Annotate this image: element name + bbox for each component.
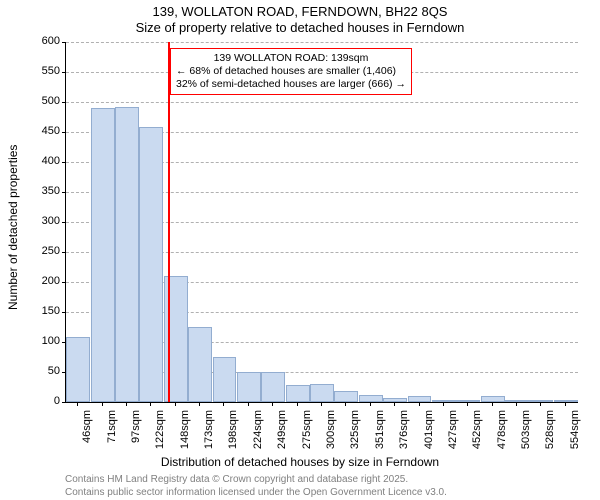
y-tick-mark	[62, 192, 66, 193]
histogram-bar	[432, 400, 456, 402]
x-tick-label: 376sqm	[398, 410, 410, 454]
x-tick-label: 148sqm	[179, 410, 191, 454]
annotation-line: ← 68% of detached houses are smaller (1,…	[176, 65, 406, 78]
chart-title-main: 139, WOLLATON ROAD, FERNDOWN, BH22 8QS	[0, 4, 600, 19]
annotation-line: 32% of semi-detached houses are larger (…	[176, 78, 406, 91]
y-tick-mark	[62, 372, 66, 373]
x-tick-mark	[175, 402, 176, 406]
x-tick-mark	[492, 402, 493, 406]
y-tick-mark	[62, 72, 66, 73]
histogram-bar	[310, 384, 334, 402]
chart-title-sub: Size of property relative to detached ho…	[0, 20, 600, 35]
histogram-bar	[481, 396, 505, 402]
x-tick-label: 71sqm	[106, 410, 118, 454]
y-tick-mark	[62, 102, 66, 103]
x-tick-label: 503sqm	[520, 410, 532, 454]
x-tick-mark	[467, 402, 468, 406]
x-tick-label: 478sqm	[496, 410, 508, 454]
histogram-bar	[334, 391, 358, 402]
y-tick-label: 500	[20, 95, 60, 107]
y-tick-label: 0	[20, 395, 60, 407]
histogram-bar	[115, 107, 139, 402]
annotation-line: 139 WOLLATON ROAD: 139sqm	[176, 52, 406, 65]
y-tick-label: 400	[20, 155, 60, 167]
y-tick-label: 600	[20, 35, 60, 47]
y-tick-mark	[62, 222, 66, 223]
x-tick-mark	[443, 402, 444, 406]
x-tick-mark	[126, 402, 127, 406]
histogram-bar	[66, 337, 90, 402]
x-tick-label: 401sqm	[423, 410, 435, 454]
y-tick-label: 250	[20, 245, 60, 257]
histogram-bar	[359, 395, 383, 402]
x-tick-label: 351sqm	[374, 410, 386, 454]
y-tick-label: 150	[20, 305, 60, 317]
x-tick-mark	[345, 402, 346, 406]
gridline	[66, 42, 578, 43]
x-tick-label: 554sqm	[569, 410, 581, 454]
x-tick-mark	[248, 402, 249, 406]
x-tick-label: 249sqm	[276, 410, 288, 454]
x-tick-mark	[150, 402, 151, 406]
y-tick-mark	[62, 312, 66, 313]
x-tick-label: 224sqm	[252, 410, 264, 454]
x-tick-mark	[199, 402, 200, 406]
x-tick-label: 427sqm	[447, 410, 459, 454]
plot-area: 139 WOLLATON ROAD: 139sqm← 68% of detach…	[65, 42, 578, 403]
x-tick-label: 325sqm	[349, 410, 361, 454]
x-tick-label: 275sqm	[301, 410, 313, 454]
y-tick-label: 350	[20, 185, 60, 197]
x-tick-label: 46sqm	[81, 410, 93, 454]
y-tick-mark	[62, 342, 66, 343]
x-tick-label: 528sqm	[544, 410, 556, 454]
annotation-box: 139 WOLLATON ROAD: 139sqm← 68% of detach…	[170, 48, 412, 95]
x-tick-label: 452sqm	[471, 410, 483, 454]
x-tick-label: 173sqm	[203, 410, 215, 454]
footer-line-2: Contains public sector information licen…	[65, 487, 447, 498]
y-axis-label: Number of detached properties	[6, 145, 20, 310]
histogram-bar	[286, 385, 310, 402]
x-tick-mark	[516, 402, 517, 406]
histogram-bar	[213, 357, 237, 402]
x-axis-label: Distribution of detached houses by size …	[0, 455, 600, 469]
x-tick-mark	[370, 402, 371, 406]
y-tick-mark	[62, 162, 66, 163]
histogram-bar	[554, 400, 578, 402]
y-tick-mark	[62, 402, 66, 403]
x-tick-mark	[565, 402, 566, 406]
histogram-bar	[139, 127, 163, 402]
footer-line-1: Contains HM Land Registry data © Crown c…	[65, 474, 408, 485]
x-tick-mark	[394, 402, 395, 406]
histogram-bar	[237, 372, 261, 402]
y-tick-mark	[62, 282, 66, 283]
y-tick-label: 300	[20, 215, 60, 227]
histogram-bar	[188, 327, 212, 402]
y-tick-mark	[62, 42, 66, 43]
x-tick-label: 122sqm	[154, 410, 166, 454]
x-tick-label: 300sqm	[325, 410, 337, 454]
x-tick-mark	[540, 402, 541, 406]
x-tick-mark	[321, 402, 322, 406]
y-tick-mark	[62, 252, 66, 253]
y-tick-label: 200	[20, 275, 60, 287]
x-tick-mark	[223, 402, 224, 406]
histogram-bar	[91, 108, 115, 402]
x-tick-mark	[297, 402, 298, 406]
reference-line	[168, 42, 170, 402]
y-tick-label: 100	[20, 335, 60, 347]
y-tick-label: 450	[20, 125, 60, 137]
x-tick-mark	[419, 402, 420, 406]
y-tick-mark	[62, 132, 66, 133]
x-tick-mark	[272, 402, 273, 406]
gridline	[66, 102, 578, 103]
x-tick-label: 198sqm	[227, 410, 239, 454]
x-tick-mark	[77, 402, 78, 406]
y-tick-label: 50	[20, 365, 60, 377]
x-tick-label: 97sqm	[130, 410, 142, 454]
y-tick-label: 550	[20, 65, 60, 77]
histogram-bar	[261, 372, 285, 402]
x-tick-mark	[102, 402, 103, 406]
